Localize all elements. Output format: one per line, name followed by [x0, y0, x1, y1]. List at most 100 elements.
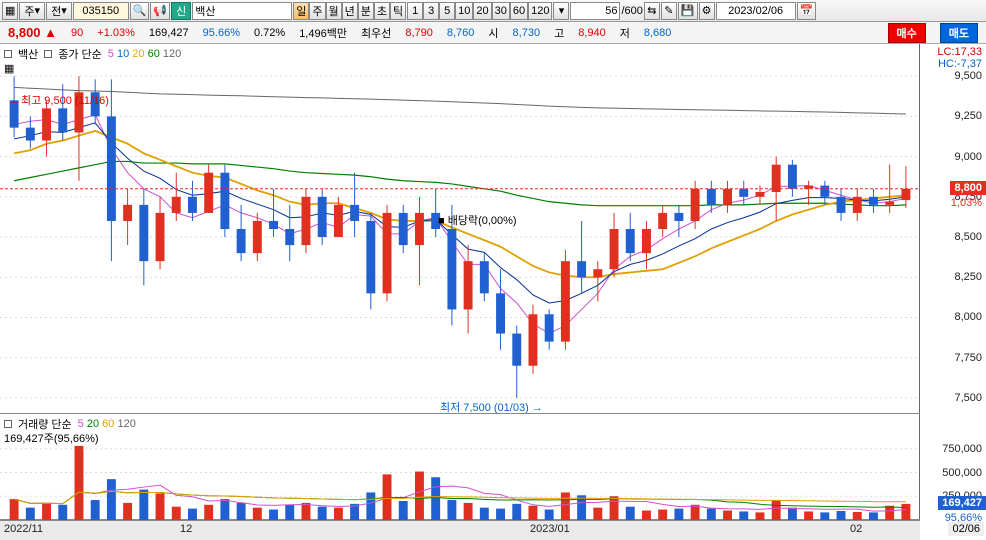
ma-legend-5: 5 [108, 48, 114, 60]
save-icon[interactable]: 💾 [678, 2, 698, 20]
volume: 169,427 [149, 27, 189, 39]
flag-badge: 신 [171, 2, 191, 20]
panel-icon[interactable]: ▦ [4, 62, 14, 75]
current-price-tag: 8,800 [950, 181, 986, 195]
vol-legend-label: 거래량 단순 [18, 416, 72, 432]
info-row: 8,800 ▲ 90 +1.03% 169,427 95.66% 0.72% 1… [0, 22, 986, 44]
stock-code-input[interactable] [73, 2, 129, 20]
dividend-annotation: ■ 배당락(0,00%) [438, 212, 517, 228]
price-ytick: 8,000 [954, 311, 982, 323]
price-ytick: 8,500 [954, 231, 982, 243]
period-btn-주[interactable]: 주 [309, 2, 325, 20]
ma-legend-120: 120 [163, 48, 181, 60]
buy-button[interactable]: 매수 [888, 23, 926, 43]
open-label: 시 [488, 25, 498, 41]
dropdown-2[interactable]: 전 ▾ [46, 2, 72, 20]
price-chart-svg [0, 44, 920, 414]
axis-date-label: 02/06 [948, 522, 984, 536]
chart-container: 백산 종가 단순 5 10 20 60 120 ▦ ←최고 9,500 (11/… [0, 44, 986, 540]
ma-legend-10: 10 [117, 48, 129, 60]
price-ytick: 7,750 [954, 352, 982, 364]
interval-btn-30[interactable]: 30 [492, 2, 510, 20]
price-chart-panel[interactable]: 백산 종가 단순 5 10 20 60 120 ▦ ←최고 9,500 (11/… [0, 44, 920, 414]
vol-ratio2: 0.72% [254, 27, 285, 39]
tool-icon-1[interactable]: ⇆ [644, 2, 660, 20]
calendar-icon[interactable]: 📅 [797, 2, 817, 20]
price-change-pct: +1.03% [97, 27, 135, 39]
gear-icon[interactable]: ⚙ [699, 2, 715, 20]
interval-btn-10[interactable]: 10 [455, 2, 473, 20]
search-icon[interactable]: 🔍 [130, 2, 150, 20]
legend-stock: 백산 [18, 46, 38, 62]
low-label: 저 [620, 25, 630, 41]
interval-btn-60[interactable]: 60 [510, 2, 528, 20]
period-btn-초[interactable]: 초 [374, 2, 390, 20]
volume-chart-panel[interactable]: 거래량 단순 5 20 60 120 169,427주(95,66%) [0, 414, 920, 520]
interval-btn-1[interactable]: 1 [407, 2, 423, 20]
current-price: 8,800 ▲ [8, 25, 57, 40]
price-ytick: 9,500 [954, 70, 982, 82]
sell-button[interactable]: 매도 [940, 23, 978, 43]
count-total: /600 [621, 5, 642, 17]
time-label: 2023/01 [530, 523, 570, 535]
current-vol-tag: 169,427 [938, 496, 986, 510]
legend-box-icon[interactable] [4, 420, 12, 428]
tool-icon-2[interactable]: ✎ [661, 2, 677, 20]
period-btn-년[interactable]: 년 [342, 2, 358, 20]
count-input[interactable] [570, 2, 620, 20]
interval-btn-3[interactable]: 3 [423, 2, 439, 20]
time-label: 2022/11 [4, 523, 43, 535]
time-axis: 2022/11 12 2023/01 02 [0, 520, 920, 540]
legend-ma-label: 종가 단순 [58, 46, 102, 62]
vol-ytick: 750,000 [942, 443, 982, 455]
vol-ratio: 95.66% [203, 27, 240, 39]
chevron-down-icon[interactable]: ▾ [553, 2, 569, 20]
price-legend: 백산 종가 단순 5 10 20 60 120 [4, 46, 181, 62]
period-btn-틱[interactable]: 틱 [390, 2, 406, 20]
vol-ma-legend-120: 120 [117, 418, 135, 430]
legend-box-icon[interactable] [4, 50, 12, 58]
toolbar-main: ▦ 주 ▾ 전 ▾ 🔍 📢 신 일주월년분초틱 13510203060120 ▾… [0, 0, 986, 22]
vol-ma-legend-20: 20 [87, 418, 99, 430]
current-pct-tag: 1,03% [951, 197, 982, 209]
ask-price: 8,790 [405, 27, 433, 39]
low-price: 8,680 [644, 27, 672, 39]
y-axis-panel: 7,5007,7508,0008,2508,5008,7509,0009,250… [920, 44, 986, 540]
volume-chart-svg [0, 414, 920, 520]
open-price: 8,730 [513, 27, 541, 39]
vol-sub-label: 169,427주(95,66%) [4, 430, 99, 446]
price-ytick: 7,500 [954, 392, 982, 404]
dropdown-1[interactable]: 주 ▾ [19, 2, 45, 20]
hc-label: HC:-7,37 [938, 58, 982, 70]
date-input[interactable] [716, 2, 796, 20]
vol-ytick: 500,000 [942, 467, 982, 479]
amount: 1,496백만 [299, 25, 347, 41]
price-ytick: 9,250 [954, 110, 982, 122]
stock-name-input[interactable] [192, 2, 292, 20]
low-annotation: 최저 7,500 (01/03) → [440, 399, 543, 415]
high-label: 고 [554, 25, 564, 41]
vol-ma-legend-60: 60 [102, 418, 114, 430]
vol-ma-legend-5: 5 [78, 418, 84, 430]
sound-icon[interactable]: 📢 [150, 2, 170, 20]
priority-label: 최우선 [361, 25, 391, 41]
period-btn-분[interactable]: 분 [358, 2, 374, 20]
period-btn-월[interactable]: 월 [326, 2, 342, 20]
menu-icon[interactable]: ▦ [2, 2, 18, 20]
ma-legend-60: 60 [148, 48, 160, 60]
price-change: 90 [71, 27, 83, 39]
lc-label: LC:17,33 [937, 46, 982, 58]
time-label: 12 [180, 523, 192, 535]
ma-legend-20: 20 [132, 48, 144, 60]
price-ytick: 9,000 [954, 151, 982, 163]
interval-btn-5[interactable]: 5 [439, 2, 455, 20]
price-ytick: 8,250 [954, 271, 982, 283]
time-label: 02 [850, 523, 862, 535]
interval-btn-120[interactable]: 120 [528, 2, 552, 20]
legend-box-icon[interactable] [44, 50, 52, 58]
high-annotation: ←최고 9,500 (11/16) [10, 92, 109, 108]
vol-legend: 거래량 단순 5 20 60 120 [4, 416, 136, 432]
bid-price: 8,760 [447, 27, 475, 39]
period-btn-일[interactable]: 일 [293, 2, 309, 20]
interval-btn-20[interactable]: 20 [473, 2, 491, 20]
